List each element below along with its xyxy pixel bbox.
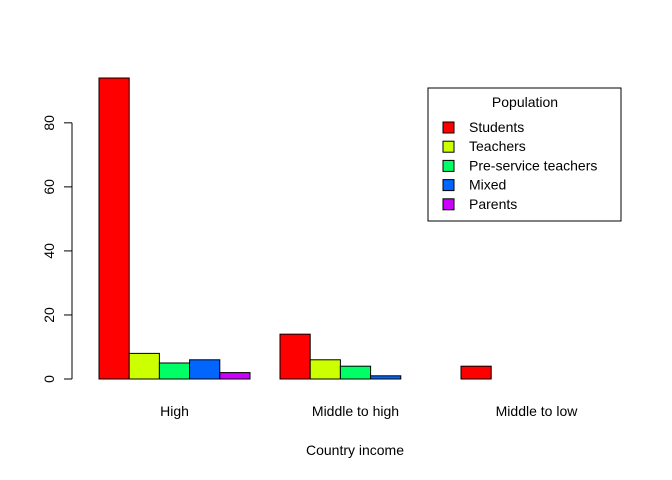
legend-swatch — [442, 159, 455, 172]
bar-students-middle-to-low — [460, 365, 492, 380]
bar-students-high — [98, 77, 130, 380]
y-axis: 0 20 40 60 80 — [41, 115, 73, 383]
x-axis: High Middle to high Middle to low — [160, 403, 578, 419]
legend: Population Students Teachers Pre-service te… — [427, 87, 622, 222]
legend-label: Mixed — [469, 177, 506, 193]
bar-mixed-high — [189, 359, 221, 380]
bar-parents-high — [219, 372, 251, 380]
legend-swatch — [442, 140, 455, 153]
legend-label: Parents — [469, 196, 517, 212]
x-axis-title: Country income — [306, 442, 404, 458]
x-tick-label: High — [160, 403, 189, 419]
legend-title: Population — [492, 94, 558, 110]
legend-label: Teachers — [469, 138, 526, 154]
legend-swatch — [442, 198, 455, 211]
y-tick-label: 20 — [41, 307, 57, 323]
x-tick-label: Middle to low — [496, 403, 579, 419]
y-tick-label: 80 — [41, 115, 57, 131]
legend-box — [427, 87, 622, 222]
bar-teachers-high — [128, 352, 160, 380]
bar-students-middle-to-high — [279, 333, 311, 380]
y-tick-label: 0 — [41, 375, 57, 383]
bar-pre-service-teachers-middle-to-high — [339, 365, 372, 380]
x-tick-label: Middle to high — [312, 403, 399, 419]
bar-mixed-middle-to-high — [370, 375, 402, 380]
bar-teachers-middle-to-high — [309, 359, 341, 380]
y-tick-label: 40 — [41, 243, 57, 259]
bar-pre-service-teachers-high — [158, 362, 191, 380]
y-tick-label: 60 — [41, 179, 57, 195]
legend-swatch — [442, 179, 455, 192]
legend-label: Pre-service teachers — [469, 157, 597, 173]
legend-swatch — [442, 121, 455, 134]
bars-layer — [98, 77, 492, 380]
legend-label: Students — [469, 119, 524, 135]
